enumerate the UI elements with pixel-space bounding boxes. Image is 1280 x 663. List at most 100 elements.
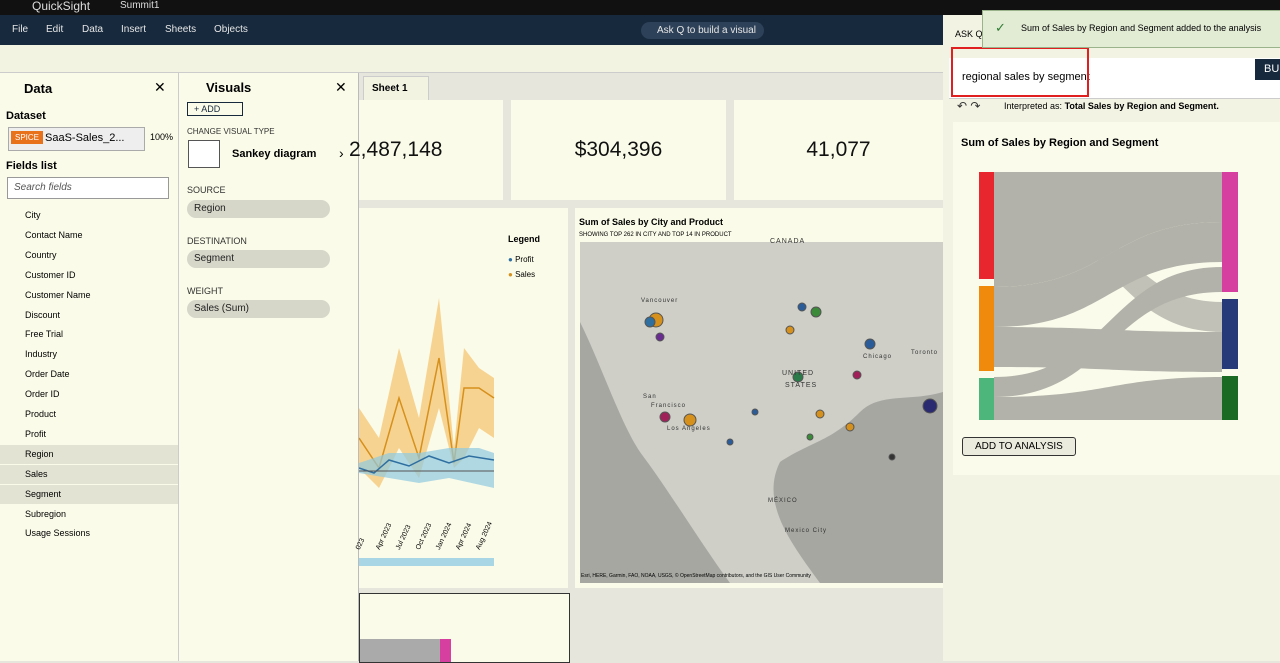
map-dot[interactable] xyxy=(852,370,862,380)
interpreted: Interpreted as: Total Sales by Region an… xyxy=(1004,101,1219,111)
dataset-select[interactable]: SPICE SaaS-Sales_2... xyxy=(8,127,145,151)
interpreted-prefix: Interpreted as: xyxy=(1004,101,1063,111)
map-dot[interactable] xyxy=(922,398,938,414)
kpi-value: 2,487,148 xyxy=(349,138,443,161)
map-dot[interactable] xyxy=(845,422,855,432)
sankey-flow xyxy=(360,639,440,662)
kpi-card[interactable]: 2,487,148 xyxy=(349,100,503,200)
visual-type-icon[interactable] xyxy=(188,140,220,168)
map-dot[interactable] xyxy=(655,332,665,342)
line-chart-card[interactable]: Legend ● Profit ● Sales 023 Apr 2023 Jul 2… xyxy=(355,208,568,588)
field-row[interactable]: Region xyxy=(0,444,178,464)
field-well[interactable]: Region xyxy=(187,200,330,218)
map-label: CANADA xyxy=(770,238,806,245)
q-header: ASK Q xyxy=(955,29,983,39)
toast-text: Sum of Sales by Region and Segment added… xyxy=(1021,23,1262,33)
field-row[interactable]: Usage Sessions xyxy=(0,524,178,543)
map-dot[interactable] xyxy=(864,338,876,350)
map-dot[interactable] xyxy=(797,302,807,312)
legend-title: Legend xyxy=(508,234,541,244)
field-name: Industry xyxy=(25,349,58,360)
sankey-node xyxy=(440,639,451,662)
field-row[interactable]: Customer ID xyxy=(0,266,178,285)
map-label: Toronto xyxy=(911,350,939,356)
field-row[interactable]: Free Trial xyxy=(0,325,178,344)
sheet-tab[interactable]: Sheet 1 xyxy=(363,76,429,102)
map-label: Los Angeles xyxy=(667,426,711,432)
scrollbar[interactable] xyxy=(359,558,494,566)
close-icon[interactable]: ✕ xyxy=(154,79,166,95)
menu-item[interactable]: File xyxy=(12,24,29,35)
map-label: San xyxy=(643,394,657,400)
field-row[interactable]: Industry xyxy=(0,345,178,364)
map-dot[interactable] xyxy=(659,411,671,423)
field-row[interactable]: Profit xyxy=(0,425,178,444)
sankey-node xyxy=(979,286,994,371)
field-name: Free Trial xyxy=(25,329,64,340)
search-box[interactable]: Search fields xyxy=(7,177,169,199)
field-row[interactable]: Customer Name xyxy=(0,286,178,305)
visual-type[interactable]: Sankey diagram xyxy=(232,148,317,160)
menu-item[interactable]: Edit xyxy=(46,24,64,35)
sankey xyxy=(979,172,1238,420)
map-dot[interactable] xyxy=(888,453,896,461)
field-name: Contact Name xyxy=(25,229,83,240)
build-button[interactable]: BU xyxy=(1255,59,1280,80)
undo-icon[interactable]: ↶ ↷ xyxy=(957,99,981,113)
field-row[interactable]: City xyxy=(0,206,178,225)
field-row[interactable]: Subregion xyxy=(0,505,178,524)
map-dot[interactable] xyxy=(751,408,759,416)
q-visual-card: Sum of Sales by Region and Segment ADD T… xyxy=(953,122,1280,475)
menu-item[interactable]: Objects xyxy=(214,24,248,35)
field-row[interactable]: Sales xyxy=(0,464,178,484)
ask-q-button[interactable]: Ask Q to build a visual xyxy=(641,22,764,39)
map-dot[interactable] xyxy=(792,371,804,383)
field-row[interactable]: Contact Name xyxy=(0,226,178,245)
field-well[interactable]: Segment xyxy=(187,250,330,268)
map-dot[interactable] xyxy=(785,325,795,335)
field-name: Segment xyxy=(25,488,62,499)
profit-band xyxy=(359,448,494,488)
map-dot[interactable] xyxy=(810,306,822,318)
menu-item[interactable]: Data xyxy=(82,24,104,35)
menu-item[interactable]: Sheets xyxy=(165,24,197,35)
toolbar xyxy=(0,45,943,73)
map-dot[interactable] xyxy=(726,438,734,446)
map-dot[interactable] xyxy=(644,316,656,328)
dataset-name: SaaS-Sales_2... xyxy=(45,132,125,144)
menu-item[interactable]: Insert xyxy=(121,24,147,35)
map-title: Sum of Sales by City and Product xyxy=(579,217,724,227)
legend-label: Sales xyxy=(515,270,536,279)
close-icon[interactable]: ✕ xyxy=(335,79,347,95)
map-label: Mexico City xyxy=(785,528,828,534)
map-dot[interactable] xyxy=(815,409,825,419)
legend-entry: ● Sales xyxy=(508,270,536,279)
kpi-card[interactable]: 41,077 xyxy=(734,100,943,200)
toast: ✓ Sum of Sales by Region and Segment add… xyxy=(982,10,1280,48)
field-row[interactable]: Country xyxy=(0,246,178,265)
search-placeholder: Search fields xyxy=(14,182,72,193)
field-row[interactable]: Segment xyxy=(0,484,178,504)
map-dot[interactable] xyxy=(806,433,814,441)
field-row[interactable]: Order Date xyxy=(0,365,178,384)
section-label: DESTINATION xyxy=(187,236,247,246)
query-text: regional sales by segment xyxy=(962,71,1090,83)
add-button[interactable]: + ADD xyxy=(187,102,244,116)
query-input[interactable]: regional sales by segment xyxy=(949,58,1280,99)
field-row[interactable]: Discount xyxy=(0,306,178,325)
map-dot[interactable] xyxy=(683,413,697,427)
add-to-analysis-button[interactable]: ADD TO ANALYSIS xyxy=(962,437,1076,456)
sankey-card[interactable] xyxy=(359,593,570,663)
chevron[interactable]: › xyxy=(339,145,344,161)
analysis-name[interactable]: Summit1 xyxy=(120,0,160,11)
field-name: Subregion xyxy=(25,508,67,519)
field-row[interactable]: Order ID xyxy=(0,385,178,404)
field-row[interactable]: Product xyxy=(0,405,178,424)
field-well[interactable]: Sales (Sum) xyxy=(187,300,330,318)
kpi-card[interactable]: $304,396 xyxy=(511,100,726,200)
map-label: Francisco xyxy=(651,403,687,409)
sankey-node xyxy=(1222,299,1238,369)
map-card[interactable]: Sum of Sales by City and Product SHOWING… xyxy=(575,208,943,588)
app-name: QuickSight xyxy=(32,0,91,13)
